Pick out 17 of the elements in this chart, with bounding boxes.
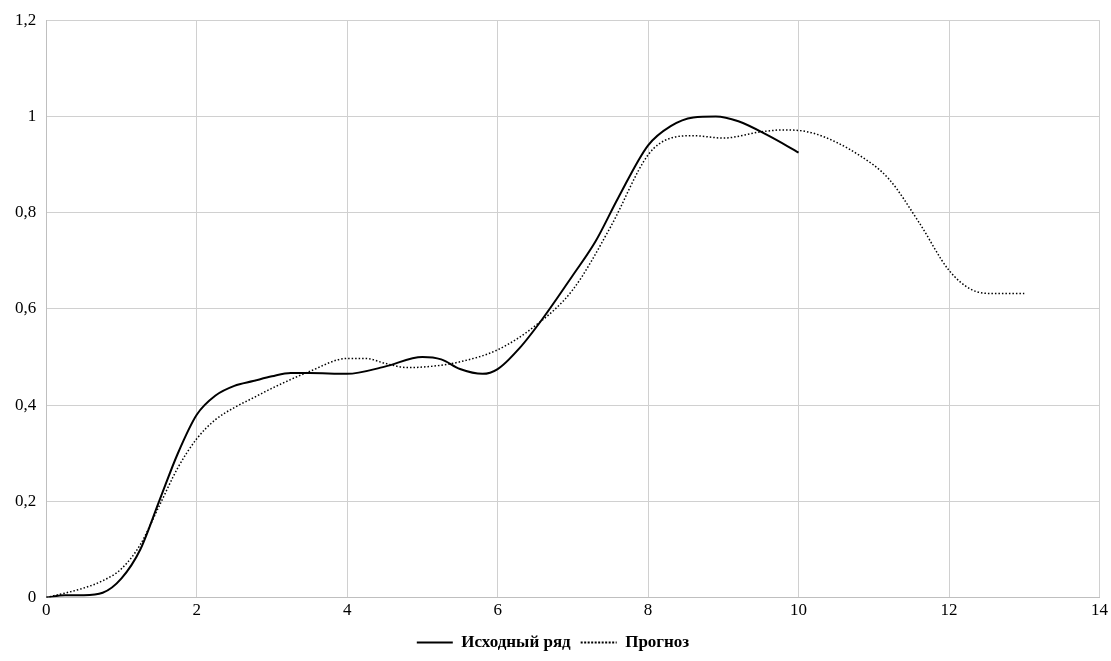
x-tick-label: 12	[940, 600, 958, 620]
legend-label: Прогноз	[625, 631, 690, 651]
x-tick-label: 10	[790, 600, 808, 620]
x-tick-label: 2	[192, 600, 201, 620]
x-tick-label: 8	[643, 600, 653, 620]
x-tick-label: 0	[42, 600, 51, 620]
x-tick-label: 14	[1091, 600, 1109, 620]
y-tick-label: 1,2	[15, 9, 37, 29]
y-tick-label: 0,4	[15, 394, 37, 414]
y-tick-label: 0	[27, 587, 37, 607]
legend-label: Исходный ряд	[461, 631, 572, 651]
x-tick-label: 4	[342, 600, 352, 620]
y-tick-label: 0,2	[15, 490, 37, 510]
x-tick-label: 6	[493, 600, 502, 620]
y-tick-label: 0,8	[15, 202, 37, 222]
y-tick-label: 1	[27, 105, 37, 125]
y-tick-label: 0,6	[15, 298, 37, 318]
